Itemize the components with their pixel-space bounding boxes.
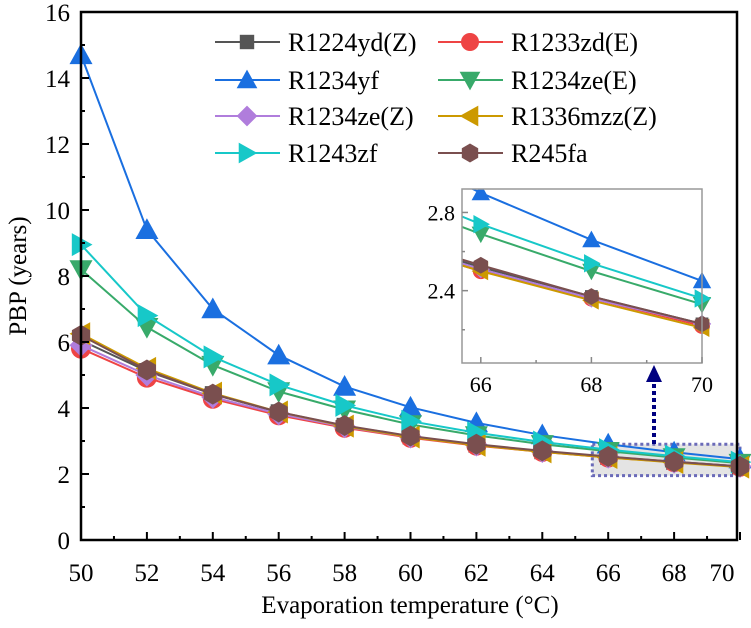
legend-marker [236,69,258,89]
legend-item-R245fa: R245fa [438,139,588,168]
x-tick-label: 52 [134,560,159,587]
y-tick-label: 8 [58,264,71,291]
data-point [137,304,159,328]
legend-item-R1234yf: R1234yf [215,66,379,95]
inset-x-tick-label: 66 [470,372,492,397]
y-tick-label: 0 [58,528,71,555]
zoom-arrow-head-icon [646,365,662,382]
inset-x-tick-label: 68 [580,372,602,397]
data-point [467,433,486,455]
legend-label: R1243zf [288,139,378,168]
inset-data-point [584,254,601,273]
data-point [533,440,552,462]
data-point [201,297,225,319]
inset-series [462,189,712,338]
inset-data-point [473,256,489,274]
data-point [203,345,225,369]
legend: R1224yd(Z) R1233zd(E) R1234yf R1234ze(E) R12… [215,28,657,168]
x-tick-label: 64 [530,560,556,587]
inset-series-line [462,260,703,325]
data-point [399,395,422,417]
inset-series-line [462,264,703,329]
data-point [730,455,750,477]
inset-series-line [462,258,703,325]
data-point [203,383,222,405]
y-tick-label: 6 [58,330,71,357]
series-R245fa [71,324,750,477]
data-point [135,218,159,239]
x-tick-label: 60 [398,560,423,587]
main-plot-area [69,43,751,479]
legend-marker [459,71,481,91]
legend-label: R245fa [511,139,588,168]
legend-marker [459,105,479,127]
inset-series-R1243zf [462,214,712,308]
legend-marker [461,143,479,163]
legend-marker [236,105,258,127]
data-point [599,446,618,468]
inset-series-R1234yf [470,189,712,289]
x-tick-label: 58 [332,560,357,587]
inset-data-point [582,230,601,248]
data-point [401,425,420,447]
data-point [267,343,291,365]
y-tick-label: 2 [58,462,71,489]
y-axis-label: PBP (years) [5,216,32,335]
inset-data-point [694,289,712,308]
legend-label: R1336mzz(Z) [511,102,657,131]
data-point [137,359,156,381]
y-tick-label: 16 [45,0,70,27]
legend-item-R1224yd(Z): R1224yd(Z) [215,28,417,57]
inset-plot: 66 68 70 2.4 2.8 [428,188,713,397]
x-tick-label: 54 [200,560,226,587]
inset-frame [461,188,703,364]
legend-item-R1233zd(E): R1233zd(E) [438,28,638,57]
y-tick-label: 14 [45,66,71,93]
x-tick-label: 70 [710,560,735,587]
x-tick-label: 62 [464,560,489,587]
legend-label: R1224yd(Z) [288,28,417,57]
x-tick-label: 50 [69,560,94,587]
legend-item-R1336mzz(Z): R1336mzz(Z) [438,102,657,131]
legend-item-R1234ze(E): R1234ze(E) [438,66,637,95]
data-point [335,414,354,436]
data-point [665,451,684,473]
data-point [333,375,357,396]
x-tick-label: 66 [596,560,621,587]
inset-y-tick-label: 2.8 [428,200,456,225]
legend-label: R1234yf [288,66,379,95]
y-tick-label: 4 [58,396,71,423]
inset-data-point [473,214,491,234]
x-tick-label: 68 [662,560,687,587]
legend-marker [239,34,255,50]
legend-marker [238,142,258,164]
data-point [269,373,291,397]
legend-label: R1234ze(Z) [288,102,414,131]
inset-x-tick-label: 70 [691,372,713,397]
inset-y-tick-label: 2.4 [428,279,456,304]
x-axis-label: Evaporation temperature (°C) [261,592,558,619]
legend-item-R1234ze(Z): R1234ze(Z) [215,102,414,131]
data-point [401,409,422,433]
legend-marker [461,33,479,51]
inset-data-point [584,288,599,305]
data-point [269,401,288,423]
y-tick-label: 10 [45,198,70,225]
inset-data-point [471,189,491,201]
y-tick-label: 12 [45,132,70,159]
inset-series-line [462,225,703,306]
legend-item-R1243zf: R1243zf [215,139,378,168]
inset-series-line [470,189,703,282]
legend-label: R1234ze(E) [511,66,637,95]
x-tick-label: 56 [266,560,291,587]
inset-series-line [462,215,703,300]
inset-series-line [462,262,703,325]
legend-label: R1233zd(E) [511,28,638,57]
data-point [335,393,357,417]
